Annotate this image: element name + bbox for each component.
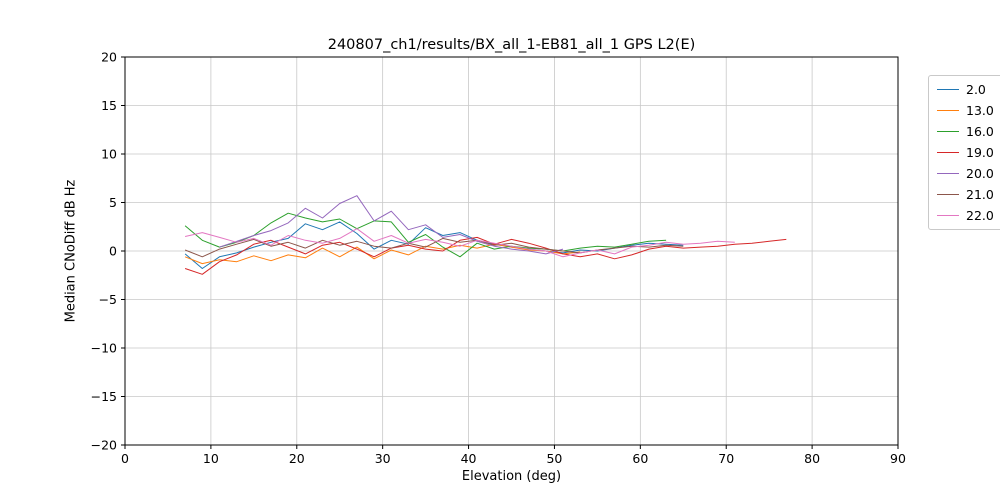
series-line-16.0 [184,212,667,258]
series-line-13.0 [184,243,581,265]
legend-item-22.0: 22.0 [937,208,994,223]
y-tick-label: −5 [99,292,117,307]
x-tick-label: 0 [121,451,129,466]
series-line-20.0 [219,195,564,255]
legend-label: 21.0 [966,187,994,202]
y-tick-label: 0 [109,244,117,259]
y-tick-label: 15 [101,98,117,113]
legend-item-2.0: 2.0 [937,82,994,97]
series-line-21.0 [184,237,684,258]
x-tick-label: 20 [289,451,305,466]
series-line-22.0 [184,228,735,258]
y-tick-label: 10 [101,147,117,162]
y-tick-label: −20 [91,438,117,453]
series-line-19.0 [184,236,787,275]
x-tick-label: 40 [461,451,477,466]
axes-frame [124,56,899,446]
legend-item-21.0: 21.0 [937,187,994,202]
legend-item-16.0: 16.0 [937,124,994,139]
legend: 2.0 13.0 16.0 19.0 20.0 21.0 22.0 [928,75,1000,230]
legend-label: 19.0 [966,145,994,160]
x-tick-label: 80 [804,451,820,466]
legend-line-sample [937,173,959,174]
x-tick-label: 10 [203,451,219,466]
legend-item-13.0: 13.0 [937,103,994,118]
legend-label: 16.0 [966,124,994,139]
legend-label: 13.0 [966,103,994,118]
x-tick-label: 30 [375,451,391,466]
y-tick-label: 20 [101,50,117,65]
x-tick-label: 50 [546,451,562,466]
legend-label: 2.0 [966,82,986,97]
legend-item-20.0: 20.0 [937,166,994,181]
legend-line-sample [937,215,959,216]
x-tick-label: 70 [718,451,734,466]
y-tick-label: −10 [91,341,117,356]
legend-line-sample [937,89,959,90]
legend-label: 22.0 [966,208,994,223]
legend-line-sample [937,194,959,195]
series-line-2.0 [184,221,684,269]
legend-item-19.0: 19.0 [937,145,994,160]
y-axis-label: Median CNoDiff dB Hz [63,179,79,323]
y-tick-label: −15 [91,389,117,404]
legend-line-sample [937,131,959,132]
x-tick-label: 90 [890,451,906,466]
legend-line-sample [937,110,959,111]
x-tick-label: 60 [632,451,648,466]
legend-line-sample [937,152,959,153]
legend-label: 20.0 [966,166,994,181]
x-axis-label: Elevation (deg) [461,469,562,484]
chart-title: 240807_ch1/results/BX_all_1-EB81_all_1 G… [327,37,696,53]
y-tick-label: 5 [109,195,117,210]
